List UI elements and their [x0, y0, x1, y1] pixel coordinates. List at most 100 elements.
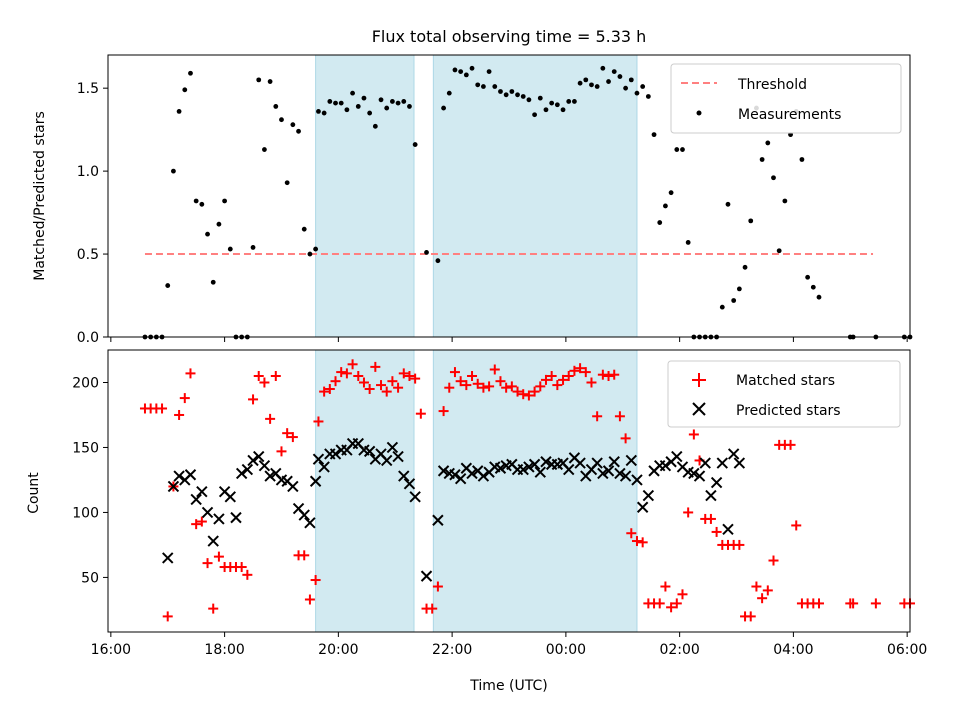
matched-point [265, 413, 276, 424]
predicted-point [312, 453, 325, 465]
measurement-point [680, 147, 685, 152]
measurement-point [572, 99, 577, 104]
matched-point [523, 390, 534, 401]
measurement-point [498, 89, 503, 94]
matched-point [310, 575, 321, 586]
top-legend-box [670, 63, 902, 134]
matched-point [196, 516, 207, 527]
predicted-point [693, 470, 706, 482]
matched-point [324, 383, 335, 394]
x-tick-label: 04:00 [773, 642, 813, 658]
matched-point [191, 519, 202, 530]
legend-predicted-label: Predicted stars [736, 403, 841, 419]
measurement-point [188, 70, 193, 76]
measurement-point [222, 198, 228, 204]
matched-point [398, 368, 409, 379]
matched-point [248, 394, 259, 405]
predicted-point [608, 456, 620, 468]
measurement-point [273, 104, 279, 109]
measurement-point [520, 94, 526, 99]
matched-point [569, 365, 580, 376]
measurement-point [731, 298, 737, 303]
measurement-point [759, 157, 765, 162]
matched-point [202, 558, 213, 569]
matched-point [313, 416, 324, 427]
matched-point [432, 581, 443, 592]
matched-point [162, 611, 173, 622]
measurement-point [267, 79, 273, 84]
measurement-point [657, 220, 663, 225]
matched-point [467, 370, 478, 381]
matched-point [179, 393, 190, 404]
predicted-point [563, 463, 575, 476]
predicted-point [420, 570, 433, 582]
matched-point [671, 598, 682, 609]
x-tick-label: 20:00 [318, 642, 358, 658]
measurement-point [566, 99, 572, 104]
measurement-point [611, 69, 617, 74]
predicted-point [602, 465, 615, 477]
predicted-point [224, 491, 236, 503]
matched-point [353, 370, 364, 381]
y-tick-label: 150 [72, 440, 99, 456]
predicted-point [196, 485, 208, 498]
matched-point [757, 593, 768, 604]
predicted-point [625, 454, 637, 467]
measurement-point [193, 198, 199, 204]
predicted-point [190, 493, 202, 506]
measurement-point [279, 117, 284, 123]
measurement-point [634, 90, 640, 96]
top-panel: 0.0 0.5 1.0 1.5 Matched/Predicted stars Thr… [32, 54, 913, 346]
measurement-point [537, 95, 543, 101]
measurement-point [378, 97, 384, 103]
matched-point [404, 370, 415, 381]
measurement-point [560, 107, 566, 113]
y-tick-label: 50 [81, 570, 99, 586]
matched-point [688, 429, 699, 440]
predicted-point [403, 478, 416, 490]
measurement-point [668, 190, 674, 196]
matched-point [444, 382, 455, 393]
matched-point [626, 528, 637, 539]
top-y-axis-label: Matched/Predicted stars [32, 111, 48, 281]
measurement-point [651, 132, 657, 138]
measurement-point [355, 104, 361, 109]
measurement-point [384, 105, 390, 111]
measurement-point [372, 123, 378, 129]
matched-point [376, 380, 387, 391]
matched-point [174, 409, 185, 420]
predicted-point [329, 448, 342, 460]
y-tick-label: 0.0 [77, 330, 99, 346]
bottom-plot-frame [107, 349, 911, 633]
bottom-y-axis-label: Count [26, 472, 42, 514]
matched-point [660, 581, 671, 592]
predicted-point [716, 457, 729, 469]
predicted-point [534, 466, 546, 478]
measurement-point [481, 84, 486, 89]
matched-point [208, 603, 219, 614]
matched-point [236, 562, 247, 573]
matched-point [654, 598, 665, 609]
measurement-point [549, 100, 555, 106]
matched-point [336, 367, 347, 378]
matched-point [364, 383, 375, 394]
measurement-point [509, 89, 515, 94]
measurement-point [250, 245, 256, 250]
x-tick-label: 22:00 [432, 642, 472, 658]
observing-band-0 [315, 349, 415, 633]
measurement-point [736, 286, 742, 292]
matched-point [461, 380, 472, 391]
measurement-point [486, 69, 492, 74]
measurement-point [256, 77, 262, 83]
matched-point [370, 361, 381, 372]
predicted-point [699, 457, 711, 469]
matched-point [304, 594, 315, 605]
predicted-point [287, 480, 299, 493]
matched-point [276, 446, 287, 457]
matched-point [620, 433, 631, 444]
matched-point [185, 368, 196, 379]
matched-point [330, 376, 341, 387]
legend-matched-swatch [692, 373, 706, 387]
measurement-point [401, 99, 407, 104]
matched-point [157, 403, 168, 414]
